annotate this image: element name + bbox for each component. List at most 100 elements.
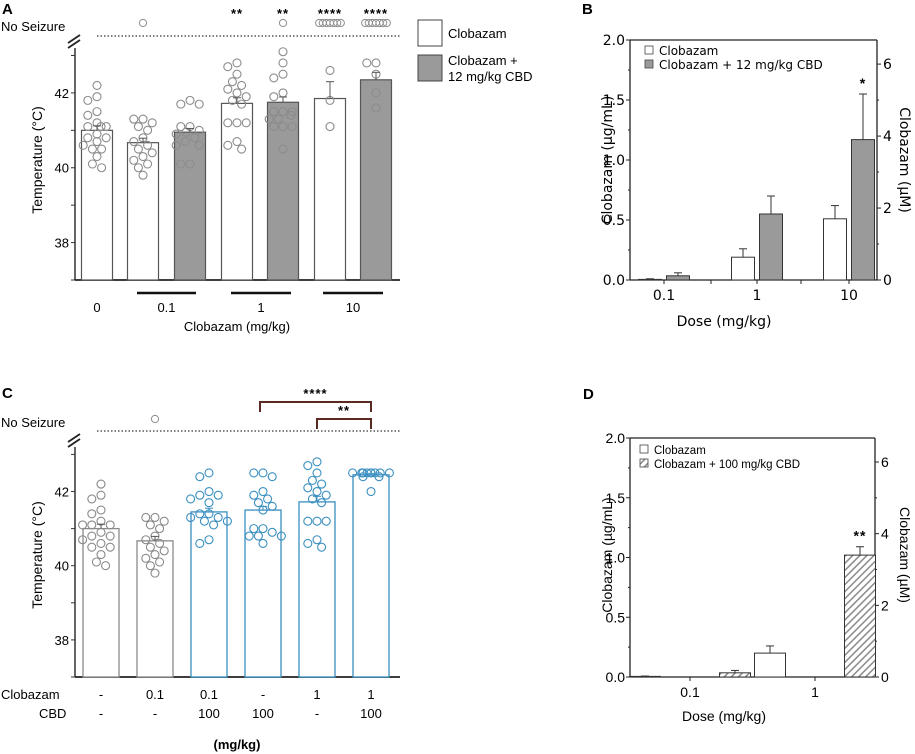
y-tick-label: 40 [55, 559, 69, 574]
data-point [303, 516, 313, 526]
bar-group [171, 95, 207, 281]
data-point [249, 524, 259, 534]
data-point [129, 136, 139, 147]
data-point [159, 516, 169, 526]
significance-marker: ** [277, 6, 289, 21]
data-point [278, 122, 288, 132]
data-point [150, 568, 160, 578]
data-point [241, 92, 251, 102]
data-point [269, 107, 279, 117]
y-tick-label-right: 6 [881, 454, 889, 470]
data-point [92, 136, 102, 147]
clobazam-dose-label: - [99, 687, 103, 702]
clobazam-dose-label: 0.1 [200, 687, 218, 702]
data-point [190, 133, 200, 143]
data-point [105, 542, 115, 552]
data-point [317, 542, 327, 552]
data-point [176, 159, 186, 169]
clobazam-dose-label: 0.1 [146, 687, 164, 702]
bar-group: **** [359, 6, 393, 281]
data-point [317, 479, 327, 489]
data-point [195, 509, 205, 519]
y-tick-label-right: 4 [881, 526, 889, 542]
bar [313, 97, 347, 281]
data-point [237, 99, 247, 109]
x-axis-label: Dose (mg/kg) [677, 314, 772, 330]
bracket-significance-label: **** [303, 386, 327, 401]
cbd-dose-label: - [153, 706, 157, 721]
data-point [141, 535, 151, 545]
no-seizure-label: No Seizure [1, 19, 65, 34]
data-point [204, 498, 214, 508]
y-axis-label-right: Clobazam (µM) [897, 507, 913, 603]
bar [759, 213, 783, 281]
data-point [287, 107, 297, 117]
data-point [87, 520, 97, 530]
clobazam-dose-label: 1 [367, 687, 374, 702]
legend-swatch-clobazam-cbd [417, 54, 443, 82]
y-tick-label-left: 0.0 [603, 273, 625, 289]
x-tick-label: 1 [811, 684, 819, 700]
data-point [155, 557, 165, 567]
y-axis-label-left: Clobazam (µg/mL) [600, 96, 616, 225]
bar [126, 142, 160, 281]
data-point [371, 88, 381, 98]
y-tick-label-right: 4 [883, 129, 892, 145]
data-point [199, 516, 209, 526]
data-point [176, 99, 186, 109]
bar-group [78, 80, 114, 281]
y-tick-label-right: 2 [881, 597, 889, 613]
significance-marker: **** [364, 6, 388, 21]
y-tick-label-left: 0.0 [606, 669, 626, 685]
bar [266, 101, 300, 281]
data-point [87, 509, 97, 519]
significance-marker: * [860, 75, 866, 91]
legend-swatch-clobazam-cbd [639, 458, 649, 468]
cbd-dose-label: 100 [360, 706, 382, 721]
data-point [133, 122, 143, 132]
dose-group-label: 10 [346, 300, 360, 315]
bar [754, 652, 786, 678]
bracket-significance-label: ** [338, 403, 350, 418]
data-point [232, 118, 242, 128]
data-point [105, 520, 115, 530]
bar [719, 672, 751, 678]
data-point [307, 475, 317, 485]
data-point [92, 151, 102, 162]
data-point [325, 65, 335, 76]
y-tick-label-right: 0 [881, 669, 889, 685]
data-point [195, 490, 205, 500]
significance-marker: ** [231, 6, 243, 21]
y-tick-label-right: 2 [883, 201, 892, 217]
bar [638, 278, 662, 281]
clobazam-dose-label: 1 [313, 687, 320, 702]
data-point [129, 114, 139, 124]
x-tick-label: 0.1 [680, 684, 700, 700]
axis-break-mark [67, 438, 81, 448]
x-condition-labels: - - 0.1 - 0.1 100 - 100 1 - 1 100 [99, 687, 382, 721]
bars: ** ** **** **** [78, 6, 393, 281]
significance-bracket [316, 418, 372, 429]
data-point [87, 144, 97, 154]
data-point [87, 542, 97, 552]
dose-group-label: 0.1 [157, 300, 175, 315]
panel-b-plasma-concentration-chart: 0.0 0.5 1.0 1.5 2.0 0 2 4 6 0.1 1 10 * Clobazam (µg/… [600, 33, 912, 330]
panel-label-d: D [583, 386, 594, 403]
data-point [258, 524, 268, 534]
data-point [227, 77, 237, 87]
data-point [101, 133, 111, 143]
legend: Clobazam Clobazam + 100 mg/kg CBD [639, 444, 800, 471]
data-point [227, 95, 237, 105]
data-point [223, 118, 233, 128]
data-point [249, 468, 259, 478]
bar [80, 129, 114, 281]
data-point [194, 140, 204, 150]
y-tick-label: 38 [55, 633, 69, 648]
data-point [87, 494, 97, 504]
no-seizure-point [278, 18, 288, 28]
y-tick-label-left: 0.5 [606, 609, 626, 625]
data-point [78, 140, 88, 150]
legend-label-clobazam: Clobazam [448, 26, 507, 41]
data-point [312, 516, 322, 526]
data-point [194, 125, 204, 135]
